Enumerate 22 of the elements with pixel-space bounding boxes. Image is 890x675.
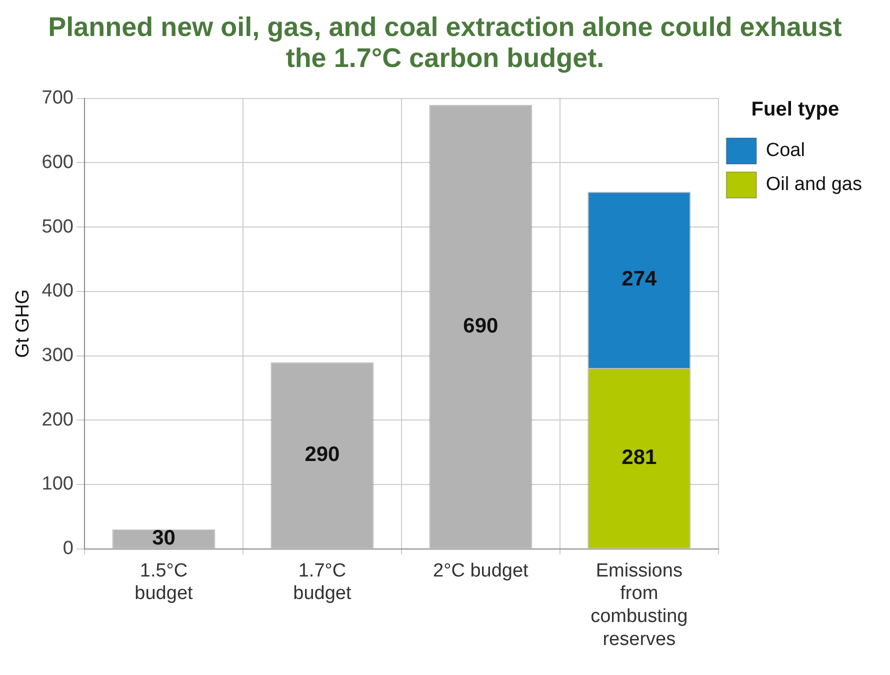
legend-title: Fuel type — [751, 98, 840, 121]
data-label: 690 — [463, 314, 498, 338]
data-label: 274 — [622, 268, 657, 291]
y-tick-label: 300 — [42, 345, 74, 366]
y-tick-label: 600 — [42, 152, 74, 173]
y-tick-label: 100 — [42, 474, 74, 495]
data-label: 281 — [622, 446, 657, 469]
x-tick-label: 1.7°C budget — [293, 560, 352, 604]
data-label: 30 — [152, 526, 176, 550]
legend-label: Oil and gas — [766, 174, 862, 196]
y-tick-label: 400 — [42, 280, 74, 302]
data-label: 290 — [304, 443, 340, 466]
legend-label: Coal — [766, 140, 805, 162]
y-axis-title: Gt GHG — [12, 289, 34, 358]
y-tick-label: 700 — [42, 88, 74, 109]
y-tick-label: 500 — [42, 216, 74, 238]
chart-title: Planned new oil, gas, and coal extraction alone could exhaust the 1.7°C carbon budget. — [47, 11, 843, 75]
y-tick-label: 0 — [62, 538, 74, 560]
x-tick-label: 2°C budget — [433, 560, 530, 582]
y-tick-label: 200 — [42, 409, 74, 430]
x-tick-label: 1.5°C budget — [134, 560, 194, 604]
x-tick-label: Emissions from combusting reserves — [590, 560, 688, 650]
